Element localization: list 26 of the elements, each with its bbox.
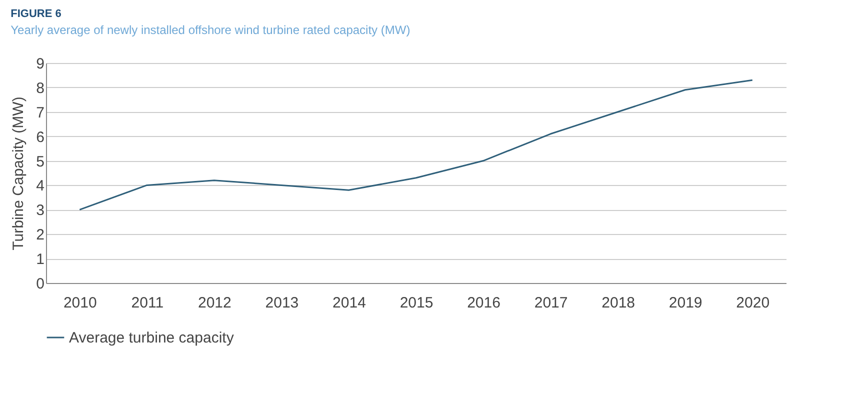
x-tick-label: 2018	[602, 294, 636, 312]
x-tick-label: 2013	[265, 294, 299, 312]
y-tick-label: 9	[36, 56, 44, 72]
x-tick-label: 2014	[332, 294, 366, 312]
y-axis-title: Turbine Capacity (MW)	[10, 96, 28, 250]
line-series	[78, 79, 754, 210]
y-tick-label: 5	[36, 153, 44, 170]
x-tick-label: 2011	[131, 294, 164, 312]
x-tick-label: 2017	[534, 294, 568, 312]
y-tick-label: 2	[36, 226, 44, 244]
y-tick-label: 8	[36, 80, 44, 97]
y-tick-label: 3	[36, 202, 44, 220]
chart-title: FIGURE 6	[10, 8, 62, 20]
legend-label: Average turbine capacity	[69, 330, 234, 346]
x-tick-label: 2020	[736, 294, 770, 312]
x-tick-label: 2012	[198, 294, 232, 312]
y-tick-label: 4	[36, 178, 44, 195]
x-tick-label: 2010	[63, 294, 97, 312]
x-tick-label: 2016	[467, 294, 500, 312]
chart-subtitle: Yearly average of newly installed offshore wind turbine rated capacity (MW)	[10, 23, 410, 37]
x-tick-label: 2015	[400, 294, 434, 312]
y-tick-label: 1	[36, 251, 44, 268]
y-tick-label: 6	[36, 128, 44, 146]
x-tick-label: 2019	[668, 294, 702, 312]
y-tick-label: 0	[36, 276, 44, 292]
y-tick-label: 7	[36, 104, 44, 122]
